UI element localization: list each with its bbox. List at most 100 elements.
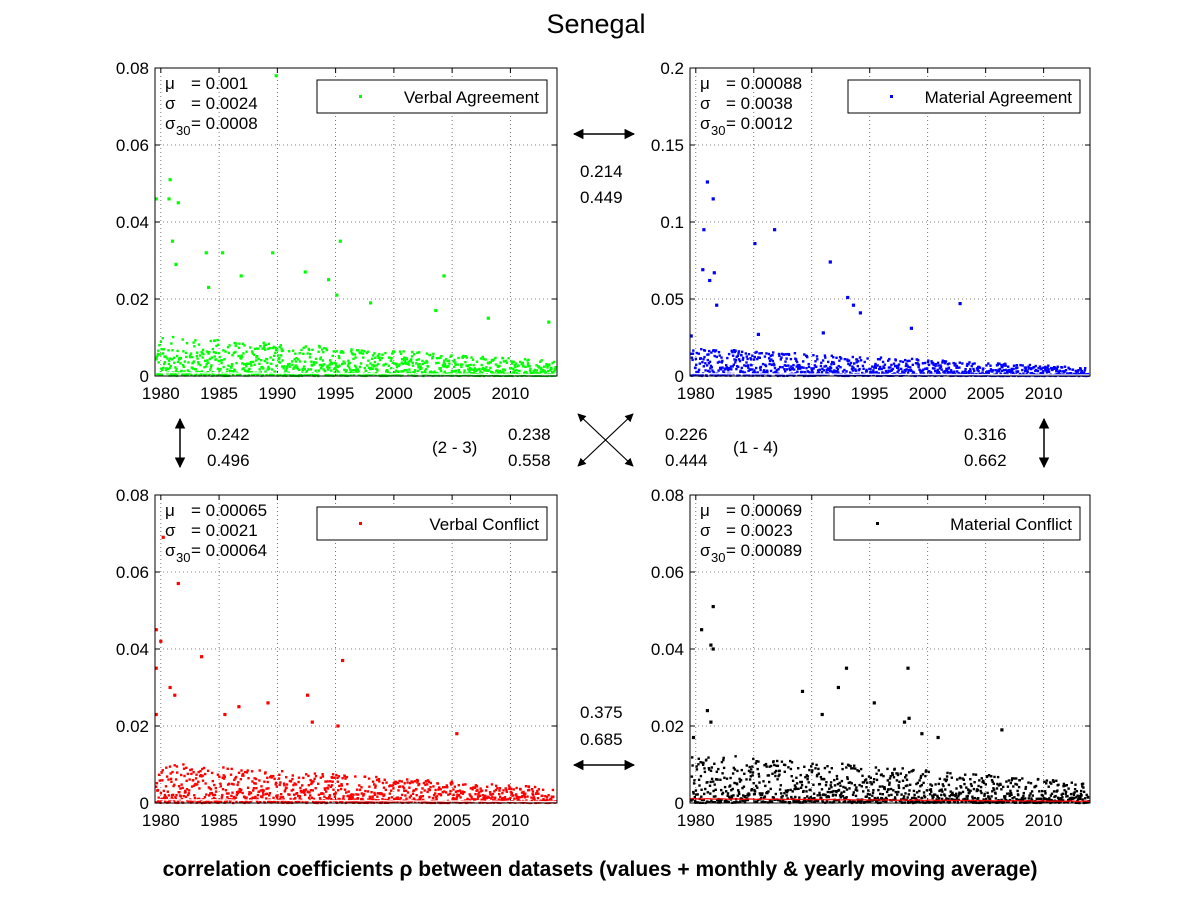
- data-point: [303, 368, 306, 371]
- data-point: [163, 796, 166, 799]
- data-point-outlier: [369, 301, 373, 305]
- data-point: [284, 369, 288, 372]
- data-point: [704, 362, 707, 365]
- x-tick-label: 1980: [677, 811, 715, 830]
- data-point: [1064, 369, 1068, 372]
- data-point: [311, 348, 314, 351]
- data-point: [439, 369, 443, 373]
- data-point: [871, 365, 874, 368]
- data-point-outlier: [711, 647, 715, 651]
- data-point: [958, 366, 961, 369]
- data-point: [923, 796, 927, 799]
- sigma-value: = 0.0021: [191, 521, 258, 540]
- data-point: [211, 779, 214, 783]
- data-point: [306, 352, 309, 355]
- data-point: [987, 362, 990, 365]
- data-point: [874, 366, 878, 369]
- data-point: [926, 367, 929, 370]
- data-point: [694, 357, 698, 361]
- data-point: [834, 370, 837, 373]
- data-point: [866, 781, 869, 784]
- data-point: [541, 370, 544, 373]
- data-point: [819, 364, 823, 368]
- data-point: [374, 356, 377, 359]
- data-point: [476, 797, 479, 801]
- data-point-outlier: [709, 643, 713, 647]
- data-point: [322, 368, 325, 371]
- data-point: [930, 372, 933, 375]
- data-point: [997, 368, 1000, 372]
- data-point: [525, 371, 528, 374]
- data-point-outlier: [753, 242, 757, 246]
- data-point: [1062, 785, 1065, 788]
- data-point: [298, 360, 302, 363]
- data-point: [894, 359, 897, 362]
- data-point-outlier: [200, 655, 204, 659]
- data-point: [390, 366, 393, 370]
- data-point: [280, 793, 283, 796]
- data-point: [452, 365, 456, 369]
- data-point: [347, 794, 350, 798]
- data-point: [1031, 794, 1034, 797]
- data-point: [544, 795, 547, 798]
- data-point: [167, 778, 170, 781]
- data-point: [365, 351, 369, 355]
- data-point: [964, 773, 967, 776]
- data-point: [732, 766, 735, 770]
- data-point: [1003, 796, 1007, 800]
- data-point: [281, 795, 285, 799]
- mu-symbol: μ: [700, 74, 710, 93]
- y-tick-label: 0.08: [116, 59, 149, 78]
- data-point-outlier: [1000, 728, 1004, 732]
- data-point: [459, 796, 462, 799]
- data-point: [695, 765, 698, 768]
- data-point: [390, 789, 393, 792]
- data-point: [896, 370, 899, 374]
- sigma30-subscript: 30: [711, 550, 725, 565]
- data-point: [309, 778, 312, 782]
- mu-value: = 0.001: [191, 74, 248, 93]
- data-point: [833, 784, 837, 787]
- data-point: [699, 761, 702, 764]
- data-point: [726, 356, 729, 360]
- data-point: [719, 800, 722, 803]
- data-point: [339, 787, 343, 791]
- data-point: [169, 772, 172, 775]
- data-point: [808, 799, 812, 803]
- data-point: [434, 792, 437, 795]
- data-point: [888, 357, 891, 361]
- data-point: [778, 788, 782, 791]
- data-point: [737, 791, 741, 794]
- data-point: [730, 368, 733, 371]
- data-point: [222, 774, 225, 777]
- data-point: [204, 359, 207, 363]
- data-point: [176, 354, 179, 358]
- data-point: [185, 788, 189, 791]
- data-point: [345, 775, 349, 779]
- data-point: [992, 788, 996, 791]
- data-point: [191, 367, 195, 370]
- data-point: [956, 370, 959, 373]
- data-point: [803, 765, 806, 768]
- data-point: [930, 784, 934, 787]
- data-point: [1038, 365, 1042, 368]
- data-point: [433, 370, 436, 373]
- data-point: [314, 774, 318, 778]
- data-point: [539, 368, 543, 371]
- data-point: [302, 352, 305, 355]
- data-point: [966, 797, 969, 800]
- data-point: [811, 371, 815, 374]
- data-point: [293, 358, 296, 361]
- data-point: [163, 793, 167, 797]
- data-point: [1009, 781, 1012, 785]
- data-point: [972, 787, 976, 791]
- data-point: [509, 366, 513, 370]
- data-point: [780, 352, 784, 356]
- data-point: [390, 784, 393, 787]
- data-point: [302, 365, 306, 368]
- data-point: [872, 366, 876, 369]
- data-point: [164, 785, 168, 788]
- data-point: [734, 358, 738, 362]
- data-point: [328, 363, 331, 366]
- data-point: [252, 787, 256, 790]
